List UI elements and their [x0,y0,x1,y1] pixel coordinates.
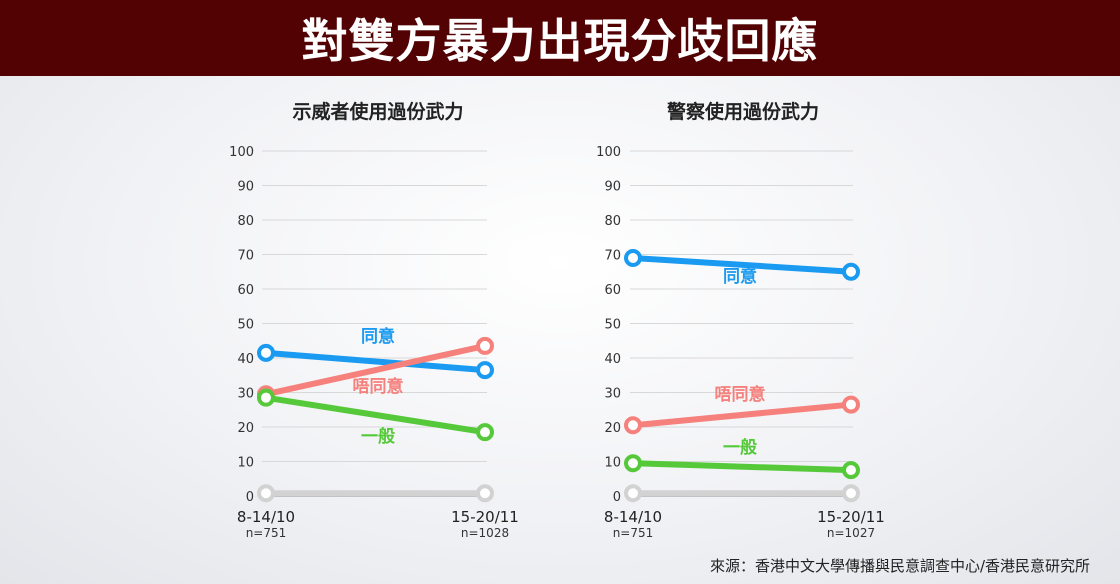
y-tick-label: 60 [604,283,621,298]
data-point [842,461,860,480]
data-point [476,361,494,380]
data-point [624,484,642,503]
y-tick-label: 100 [596,145,621,160]
data-point [476,423,494,442]
data-point [257,388,275,407]
y-tick-label: 30 [237,387,254,402]
title-banner: 對雙方暴力出現分歧回應 [0,0,1120,76]
data-point [624,248,642,267]
data-point [842,395,860,414]
y-tick-label: 10 [604,456,621,471]
series-label: 一般 [361,426,395,447]
y-tick-label: 90 [237,180,254,195]
sample-size-label: n=751 [613,526,654,540]
data-point [842,484,860,503]
sample-size-label: n=1028 [461,526,509,540]
data-point [257,484,275,503]
sample-size-label: n=1027 [827,526,875,540]
series-label: 同意 [723,266,757,287]
y-tick-label: 40 [604,352,621,367]
y-tick-label: 50 [604,318,621,333]
series-label: 唔同意 [715,384,766,405]
source-note: 來源：香港中文大學傳播與民意調查中心/香港民意研究所 [709,557,1090,575]
data-point [476,484,494,503]
series-label: 一般 [723,437,757,458]
data-point [476,336,494,355]
y-tick-label: 50 [237,318,254,333]
x-tick-label: 8-14/10 [237,508,295,526]
x-tick-label: 15-20/11 [451,508,519,526]
y-tick-label: 20 [604,421,621,436]
y-tick-label: 80 [237,214,254,229]
y-tick-label: 80 [604,214,621,229]
series-line [630,401,854,429]
chart-title: 示威者使用過份武力 [292,100,463,123]
series-line [263,394,488,436]
series-line [263,349,488,374]
y-tick-label: 20 [237,421,254,436]
y-tick-label: 0 [613,490,621,505]
series-label: 唔同意 [353,376,404,397]
data-point [624,416,642,435]
y-tick-label: 100 [229,145,254,160]
chart-title: 警察使用過份武力 [667,100,819,123]
y-tick-label: 90 [604,180,621,195]
charts-area: 示威者使用過份武力01020304050607080901008-14/10n=… [229,100,885,540]
series-line [263,342,488,398]
y-tick-label: 70 [604,249,621,264]
y-tick-label: 10 [237,456,254,471]
sample-size-label: n=751 [246,526,287,540]
x-tick-label: 15-20/11 [817,508,885,526]
series-label: 同意 [361,326,395,347]
y-tick-label: 60 [237,283,254,298]
series-line [630,254,854,275]
series-line [630,460,854,474]
y-tick-label: 40 [237,352,254,367]
page-title: 對雙方暴力出現分歧回應 [301,14,819,68]
y-tick-label: 70 [237,249,254,264]
x-tick-label: 8-14/10 [604,508,662,526]
y-tick-label: 30 [604,387,621,402]
data-point [257,343,275,362]
data-point [842,262,860,281]
data-point [624,454,642,473]
y-tick-label: 0 [246,490,254,505]
